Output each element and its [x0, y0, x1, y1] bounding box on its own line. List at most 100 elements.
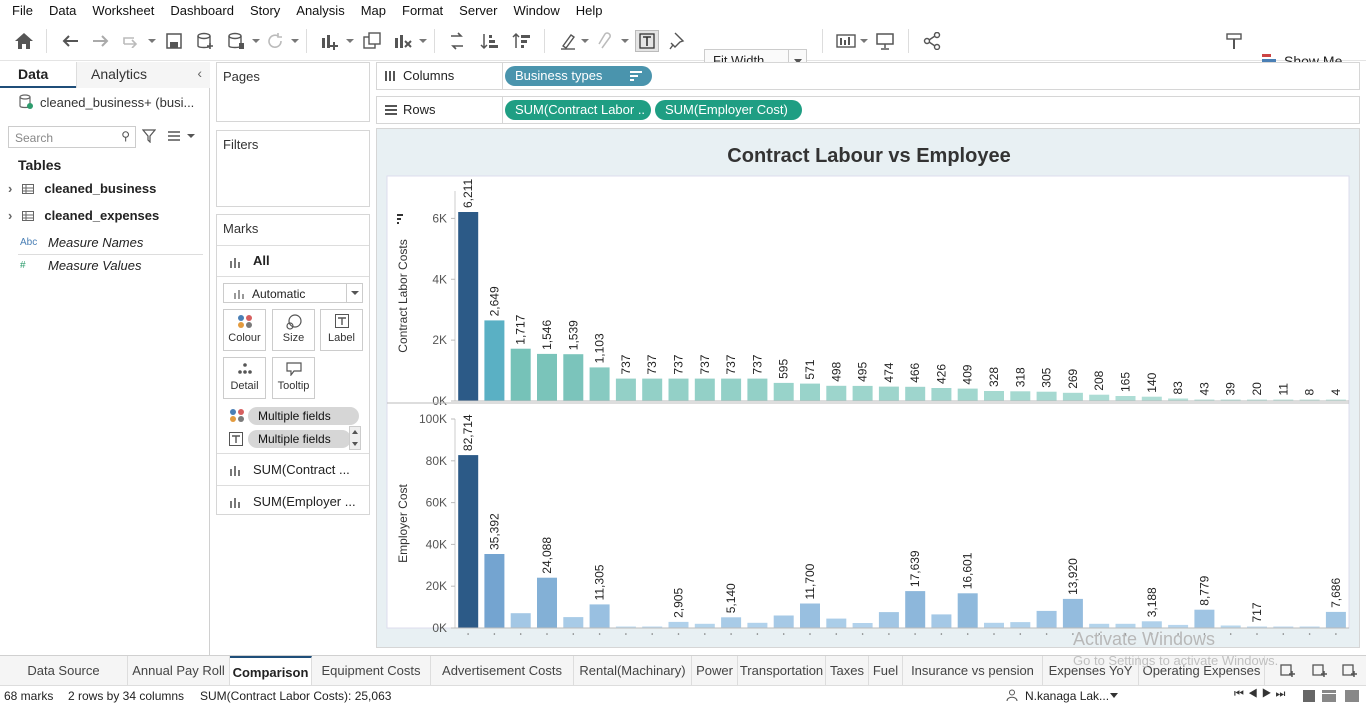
show-mark-labels-icon[interactable] [635, 30, 659, 52]
sum-employer-cost-pill[interactable]: SUM(Employer Cost) [655, 100, 802, 120]
field-measure-values[interactable]: # Measure Values [20, 258, 142, 273]
share-icon[interactable] [920, 30, 944, 52]
duplicate-icon[interactable] [360, 30, 384, 52]
view-options-icon[interactable] [167, 129, 195, 146]
detail-button[interactable]: Detail [223, 357, 266, 399]
pages-card[interactable]: Pages [216, 62, 370, 122]
data-label: 11,305 [593, 564, 607, 600]
new-worksheet-tab-icon[interactable] [1280, 662, 1296, 678]
bar [1220, 625, 1241, 628]
mark-type-dropdown[interactable]: Automatic [223, 283, 363, 303]
data-label: 6,211 [461, 179, 475, 208]
chevron-right-icon[interactable]: › [8, 181, 13, 196]
search-input[interactable]: Search ⚲ [8, 126, 136, 148]
swap-icon[interactable] [445, 30, 469, 52]
tab-view-icon[interactable] [1345, 690, 1359, 705]
sheet-tab-fuel[interactable]: Fuel [869, 656, 903, 685]
status-bar: 68 marks 2 rows by 34 columns SUM(Contra… [0, 685, 1366, 705]
size-button[interactable]: Size [272, 309, 315, 351]
x-tick-mark [835, 633, 838, 635]
presentation-mode-icon[interactable] [873, 30, 897, 52]
rows-shelf[interactable]: Rows SUM(Contract Labor .. SUM(Employer … [376, 96, 1360, 124]
tab-analytics[interactable]: Analytics ‹ [76, 62, 210, 88]
scrollbar[interactable] [349, 426, 361, 450]
collapse-icon[interactable]: ‹ [197, 65, 202, 81]
filters-card[interactable]: Filters [216, 130, 370, 207]
bar [747, 378, 768, 401]
show-hide-cards-icon[interactable] [834, 30, 858, 52]
sheet-nav-arrows[interactable]: ⏮◀▶⏭ [1234, 688, 1290, 700]
clear-sheet-icon[interactable] [391, 30, 415, 52]
new-datasource-icon[interactable] [193, 30, 217, 52]
sheet-tab-expenses-yoy[interactable]: Expenses YoY [1043, 656, 1139, 685]
menu-worksheet[interactable]: Worksheet [92, 3, 155, 18]
sheet-tab-operating-expenses[interactable]: Operating Expenses [1139, 656, 1265, 685]
group-members-icon[interactable] [593, 30, 617, 52]
data-label: 737 [645, 354, 659, 374]
multiple-fields-colour-pill[interactable]: Multiple fields [248, 407, 359, 425]
sheet-tab-insurance-vs-pension[interactable]: Insurance vs pension [903, 656, 1043, 685]
sheet-tab-rental-machinary[interactable]: Rental(Machinary) [574, 656, 692, 685]
rows-icon [385, 105, 397, 115]
columns-shelf[interactable]: Columns Business types [376, 62, 1360, 90]
x-tick-mark [1045, 633, 1048, 635]
menu-map[interactable]: Map [360, 3, 386, 18]
table-item-cleaned-expenses[interactable]: › cleaned_expenses [8, 208, 160, 223]
label-button[interactable]: Label [320, 309, 363, 351]
data-label: 1,539 [566, 320, 580, 350]
tab-data[interactable]: Data [0, 62, 76, 88]
sum-contract-row[interactable]: SUM(Contract ... [217, 453, 369, 483]
menu-story[interactable]: Story [249, 3, 281, 18]
sheet-tab-comparison[interactable]: Comparison [230, 656, 312, 685]
home-icon[interactable] [12, 30, 36, 52]
show-sheets-icon[interactable] [1303, 690, 1315, 705]
filter-icon[interactable] [141, 129, 157, 146]
user-name[interactable]: N.kanaga Lak... [1025, 689, 1110, 703]
replay-icon[interactable] [120, 30, 144, 52]
chevron-down-icon[interactable] [1110, 693, 1118, 698]
sheet-tab-advertisement-costs[interactable]: Advertisement Costs [431, 656, 574, 685]
chevron-right-icon[interactable]: › [8, 208, 13, 223]
menu-analysis[interactable]: Analysis [296, 3, 345, 18]
bar [642, 626, 663, 628]
redo-icon[interactable] [89, 30, 113, 52]
field-measure-names[interactable]: Abc Measure Names [20, 235, 144, 250]
bar [1168, 624, 1189, 628]
sheet-tab-power[interactable]: Power [692, 656, 738, 685]
table-item-cleaned-business[interactable]: › cleaned_business [8, 181, 157, 196]
business-types-pill[interactable]: Business types [505, 66, 652, 86]
sheet-tab-data-source[interactable]: Data Source [0, 656, 128, 685]
sheet-tab-equipment-costs[interactable]: Equipment Costs [312, 656, 431, 685]
sort-ascending-icon[interactable] [477, 30, 501, 52]
sheet-tab-annual-pay-roll[interactable]: Annual Pay Roll [128, 656, 230, 685]
menu-format[interactable]: Format [402, 3, 444, 18]
new-dashboard-tab-icon[interactable] [1312, 662, 1328, 678]
menu-server[interactable]: Server [459, 3, 498, 18]
new-story-tab-icon[interactable] [1342, 662, 1358, 678]
save-icon[interactable] [162, 30, 186, 52]
colour-button[interactable]: Colour [223, 309, 266, 351]
pause-updates-icon[interactable] [224, 30, 248, 52]
pin-icon[interactable] [665, 30, 689, 52]
highlight-icon[interactable] [556, 30, 580, 52]
menu-help[interactable]: Help [575, 3, 603, 18]
sum-employer-row[interactable]: SUM(Employer ... [217, 485, 369, 515]
sheet-tab-taxes[interactable]: Taxes [826, 656, 869, 685]
format-painter-icon[interactable] [1222, 30, 1246, 52]
menu-file[interactable]: File [12, 3, 33, 18]
sum-contract-labor-pill[interactable]: SUM(Contract Labor .. [505, 100, 651, 120]
new-worksheet-icon[interactable] [318, 30, 342, 52]
sort-descending-icon[interactable] [509, 30, 533, 52]
undo-icon[interactable] [58, 30, 82, 52]
menu-window[interactable]: Window [513, 3, 560, 18]
marks-all[interactable]: All [217, 245, 369, 277]
sheet-tab-transportation[interactable]: Transportation [738, 656, 826, 685]
datasource-item[interactable]: cleaned_business+ (busi... [18, 94, 194, 110]
filmstrip-icon[interactable] [1322, 690, 1336, 705]
bar [826, 385, 847, 401]
menu-dashboard[interactable]: Dashboard [170, 3, 234, 18]
refresh-icon[interactable] [263, 30, 287, 52]
multiple-fields-label-pill[interactable]: Multiple fields [248, 430, 351, 448]
menu-data[interactable]: Data [48, 3, 77, 18]
tooltip-button[interactable]: Tooltip [272, 357, 315, 399]
